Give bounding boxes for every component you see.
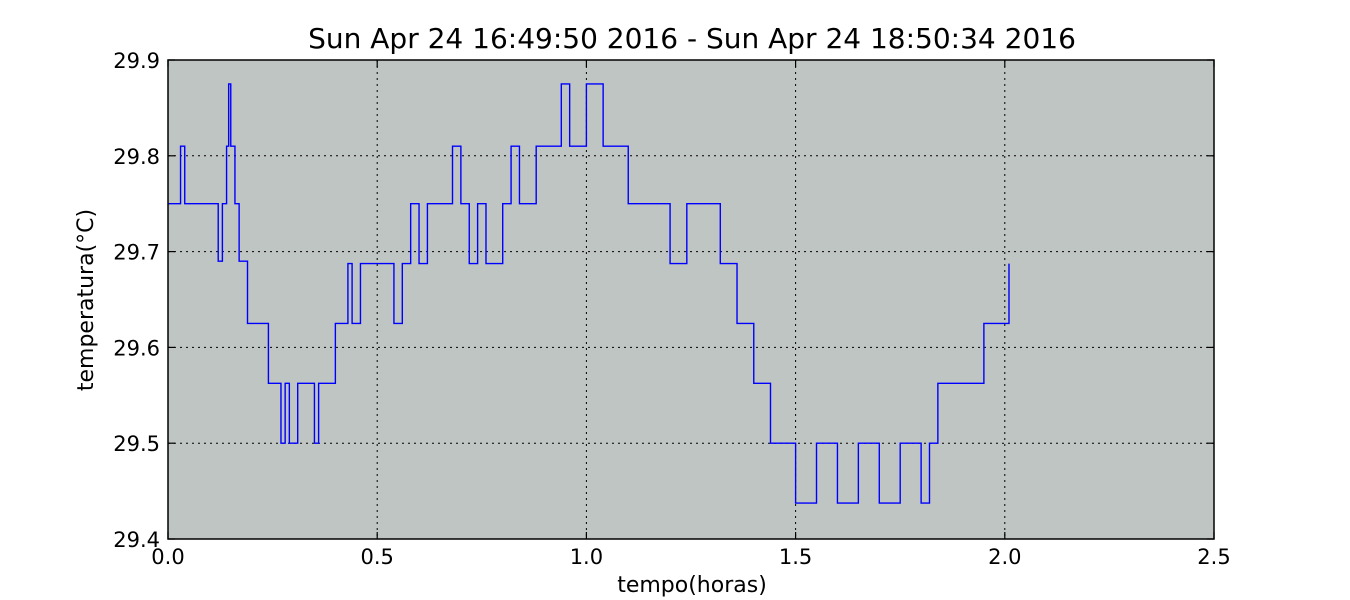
plot-frame <box>167 59 1215 540</box>
plot-area <box>168 60 1214 539</box>
axis-ticks <box>167 59 1215 540</box>
y-tick-label: 29.5 <box>113 432 160 456</box>
x-tick-label: 1.5 <box>779 545 812 569</box>
y-tick-label: 29.4 <box>113 528 160 552</box>
temperature-series-line <box>168 83 1010 504</box>
chart-title: Sun Apr 24 16:49:50 2016 - Sun Apr 24 18… <box>308 22 1076 55</box>
x-tick-label: 0.0 <box>151 545 184 569</box>
y-tick-label: 29.6 <box>113 336 160 360</box>
x-axis-tick-labels: 0.0 0.5 1.0 1.5 2.0 2.5 <box>151 545 1230 569</box>
y-axis-tick-labels: 29.4 29.5 29.6 29.7 29.8 29.9 <box>113 49 160 552</box>
x-tick-label: 0.5 <box>360 545 393 569</box>
y-tick-label: 29.8 <box>113 145 160 169</box>
y-tick-label: 29.7 <box>113 241 160 265</box>
x-tick-label: 1.0 <box>570 545 603 569</box>
x-tick-label: 2.0 <box>988 545 1021 569</box>
y-axis-label: temperatura(°C) <box>74 209 99 391</box>
y-tick-label: 29.9 <box>113 49 160 73</box>
x-axis-label: tempo(horas) <box>617 573 767 598</box>
x-tick-label: 2.5 <box>1197 545 1230 569</box>
